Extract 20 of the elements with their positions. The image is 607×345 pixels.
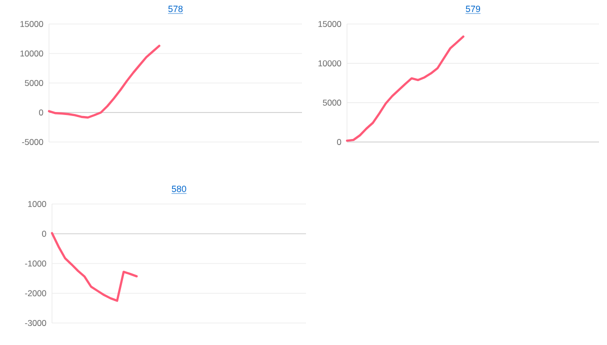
- y-tick-label: -1000: [25, 260, 46, 267]
- y-tick-label: 5000: [24, 80, 44, 86]
- y-tick-label: 5000: [322, 100, 342, 106]
- y-tick-label: 10000: [20, 50, 44, 56]
- line-series: [50, 232, 138, 302]
- chart-title: 579: [466, 6, 480, 12]
- line-series: [346, 35, 464, 142]
- y-tick-label: -2000: [25, 290, 46, 296]
- y-tick-label: -3000: [25, 320, 46, 326]
- y-tick-label: 0: [337, 138, 342, 145]
- y-tick-label: 0: [42, 230, 46, 237]
- y-tick-label: 15000: [20, 20, 44, 27]
- y-tick-label: 1000: [28, 201, 46, 208]
- chart-title: 578: [168, 6, 183, 12]
- line-series: [48, 44, 160, 119]
- y-tick-label: 10000: [318, 60, 342, 66]
- y-tick-label: -5000: [22, 138, 44, 145]
- y-tick-label: 15000: [318, 20, 342, 27]
- y-tick-label: 0: [39, 109, 44, 116]
- chart-title: 580: [172, 186, 186, 192]
